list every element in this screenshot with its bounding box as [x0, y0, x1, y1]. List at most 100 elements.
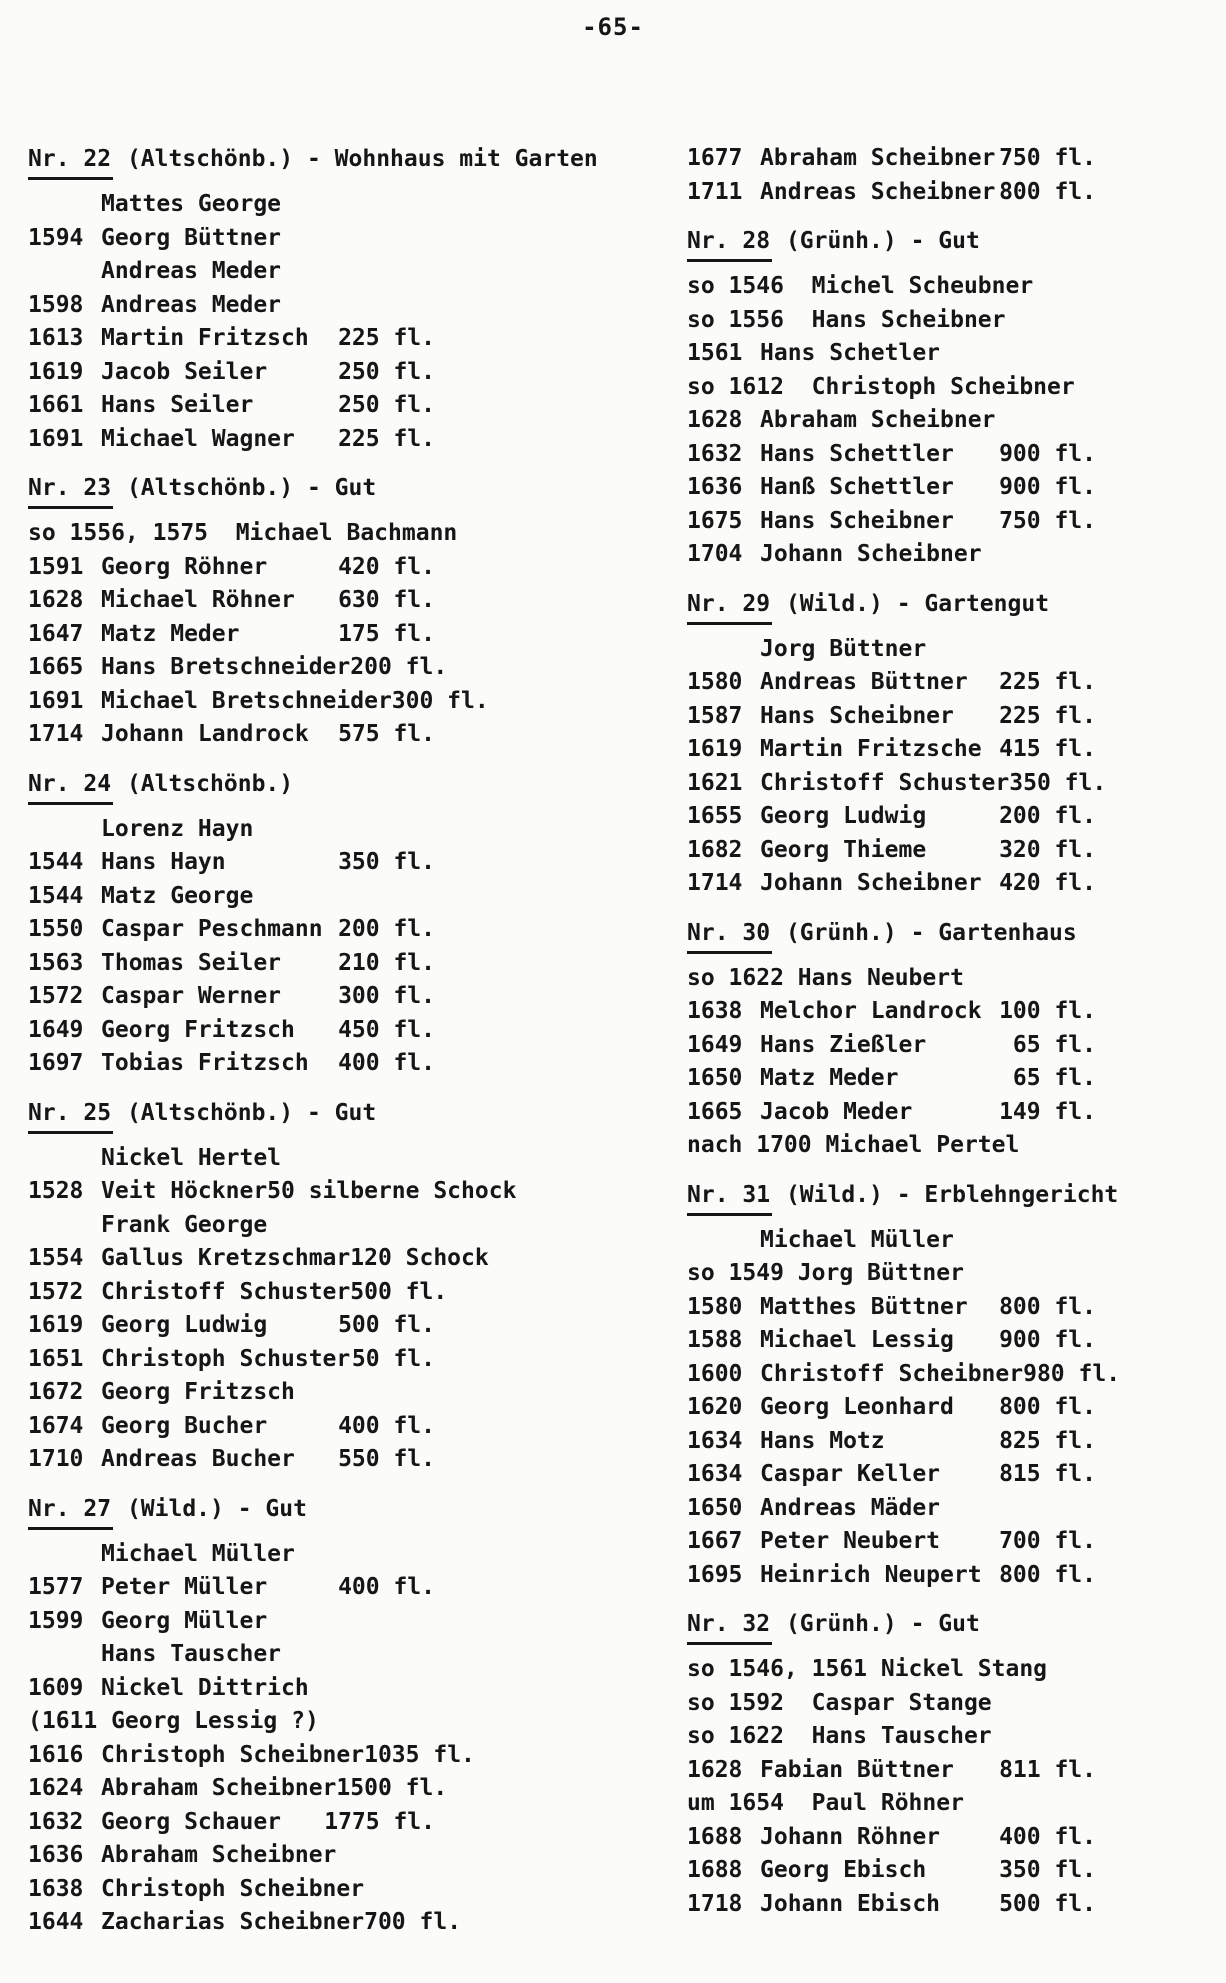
row-amount: 800 fl.	[999, 178, 1096, 205]
owner-row: 1711 Andreas Scheibner 800 fl.	[687, 176, 1096, 210]
row-amount: 900 fl.	[999, 440, 1096, 467]
section-title-rest: (Grünh.) - Gut	[772, 1611, 980, 1637]
row-name: Christoph Scheibner	[101, 1741, 365, 1768]
row-name: Hans Scheibner	[760, 702, 954, 729]
row-name: Hans Tauscher	[101, 1641, 282, 1667]
owner-row: 1675 Hans Scheibner 750 fl.	[687, 505, 1096, 539]
row-year: 1550	[28, 916, 84, 942]
owner-row: 1665 Hans Bretschneider 200 fl.	[28, 651, 447, 685]
row-year: 1628	[28, 587, 84, 613]
owner-row: 1544 Matz George	[28, 880, 435, 914]
section-number: Nr. 25	[28, 1096, 114, 1134]
row-year: 1688	[687, 1823, 743, 1850]
row-amount: 350 fl.	[1009, 769, 1107, 796]
row-amount: 575 fl.	[338, 721, 435, 747]
row-year: 1563	[28, 949, 84, 976]
row-year: 1647	[28, 620, 84, 647]
owner-row: 1714 Johann Scheibner 420 fl.	[687, 867, 1096, 901]
row-name: Jacob Seiler	[101, 358, 268, 385]
row-amount: 65 fl.	[1012, 1031, 1096, 1058]
row-name: Lorenz Hayn	[101, 815, 254, 842]
record-section: Nr. 28 (Grünh.) - Gut so 1546 Michel Sch…	[687, 224, 1096, 572]
row-amount: 415 fl.	[999, 736, 1096, 762]
row-amount: 811 fl.	[999, 1756, 1096, 1783]
row-amount: 225 fl.	[338, 425, 435, 452]
row-name: Jorg Büttner	[760, 635, 927, 662]
owner-row: 1591 Georg Röhner 420 fl.	[28, 551, 435, 585]
owner-row: 1649 Georg Fritzsch 450 fl.	[28, 1014, 435, 1048]
owner-row: 1628 Abraham Scheibner	[687, 404, 1096, 438]
owner-row: 1650 Andreas Mäder	[687, 1492, 1096, 1526]
row-amount: 400 fl.	[338, 1050, 435, 1076]
row-year: 1714	[28, 721, 84, 747]
row-year: 1650	[687, 1065, 743, 1091]
row-name: Nickel Dittrich	[101, 1674, 309, 1701]
owner-row: 1528 Veit Höckner 50 silberne Schock	[28, 1175, 516, 1209]
row-amount: 400 fl.	[338, 1574, 435, 1600]
row-year: 1620	[687, 1394, 743, 1420]
note-text: (1611 Georg Lessig ?)	[28, 1708, 319, 1734]
owner-row: 1672 Georg Fritzsch	[28, 1376, 435, 1410]
owner-row: 1599 Georg Müller	[28, 1605, 435, 1639]
row-name: Martin Fritzsche	[760, 736, 982, 762]
owner-row: 1638 Melchor Landrock 100 fl.	[687, 995, 1096, 1029]
row-year: 1636	[687, 474, 743, 500]
row-amount: 300 fl.	[338, 983, 435, 1009]
owner-row: 1691 Michael Wagner 225 fl.	[28, 423, 435, 457]
row-year: 1621	[687, 769, 743, 796]
row-name: Andreas Scheibner	[760, 178, 996, 205]
note-row: (1611 Georg Lessig ?)	[28, 1705, 435, 1739]
row-year: 1714	[687, 870, 743, 896]
owner-row: 1554 Gallus Kretzschmar 120 Schock	[28, 1242, 489, 1276]
section-header: Nr. 28 (Grünh.) - Gut	[687, 224, 1096, 262]
row-year: 1636	[28, 1842, 84, 1868]
row-name: Christoff Schuster	[101, 1278, 351, 1305]
owner-row: 1667 Peter Neubert 700 fl.	[687, 1525, 1096, 1559]
row-amount: 250 fl.	[338, 392, 435, 418]
row-name: Hans Bretschneider	[101, 654, 351, 680]
note-text: so 1612 Christoph Scheibner	[687, 373, 1075, 400]
note-row: nach 1700 Michael Pertel	[687, 1129, 1096, 1163]
row-name: Peter Müller	[101, 1574, 268, 1600]
row-name: Hans Zießler	[760, 1031, 927, 1058]
row-name: Hans Schettler	[760, 440, 954, 467]
row-name: Christoph Scheibner	[101, 1875, 365, 1902]
row-name: Georg Ebisch	[760, 1857, 927, 1883]
row-name: Andreas Büttner	[760, 669, 968, 695]
section-rows: so 1546, 1561 Nickel Stang so 1592 Caspa…	[687, 1653, 1096, 1921]
owner-row: 1580 Matthes Büttner 800 fl.	[687, 1291, 1096, 1325]
owner-row: Frank George	[28, 1209, 435, 1243]
owner-row: 1598 Andreas Meder	[28, 289, 435, 323]
owner-row: 1695 Heinrich Neupert 800 fl.	[687, 1559, 1096, 1593]
owner-row: 1621 Christoff Schuster 350 fl.	[687, 767, 1106, 801]
owner-row: 1624 Abraham Scheibner 1500 fl.	[28, 1772, 447, 1806]
row-name: Melchor Landrock	[760, 998, 982, 1024]
note-text: so 1622 Hans Tauscher	[687, 1723, 992, 1749]
owner-row: 1688 Georg Ebisch 350 fl.	[687, 1854, 1096, 1888]
owner-row: 1682 Georg Thieme 320 fl.	[687, 834, 1096, 868]
row-amount: 700 fl.	[999, 1528, 1096, 1554]
note-text: nach 1700 Michael Pertel	[687, 1132, 1020, 1158]
row-year: 1677	[687, 145, 743, 171]
section-header: Nr. 27 (Wild.) - Gut	[28, 1492, 435, 1530]
row-year: 1587	[687, 702, 743, 729]
section-rows: Lorenz Hayn 1544 Hans Hayn 350 fl. 1544 …	[28, 813, 435, 1081]
owner-row: 1619 Martin Fritzsche 415 fl.	[687, 733, 1096, 767]
left-column: Nr. 22 (Altschönb.) - Wohnhaus mit Garte…	[28, 142, 598, 1940]
owner-row: 1600 Christoff Scheibner 980 fl.	[687, 1358, 1120, 1392]
row-year: 1655	[687, 803, 743, 829]
row-name: Abraham Scheibner	[760, 145, 996, 171]
section-header: Nr. 23 (Altschönb.) - Gut	[28, 471, 435, 509]
owner-row: 1632 Georg Schauer 1775 fl.	[28, 1806, 435, 1840]
row-year: 1704	[687, 541, 743, 567]
owner-row: 1619 Jacob Seiler 250 fl.	[28, 356, 435, 390]
row-name: Michael Röhner	[101, 587, 295, 613]
row-name: Abraham Scheibner	[760, 407, 996, 433]
row-year: 1697	[28, 1050, 84, 1076]
section-title-rest: (Grünh.) - Gartenhaus	[772, 919, 1077, 946]
owner-row: 1550 Caspar Peschmann 200 fl.	[28, 913, 435, 947]
note-row: so 1622 Hans Neubert	[687, 962, 1096, 996]
note-row: so 1592 Caspar Stange	[687, 1687, 1096, 1721]
row-amount: 350 fl.	[999, 1857, 1096, 1883]
row-name: Michael Wagner	[101, 425, 295, 452]
